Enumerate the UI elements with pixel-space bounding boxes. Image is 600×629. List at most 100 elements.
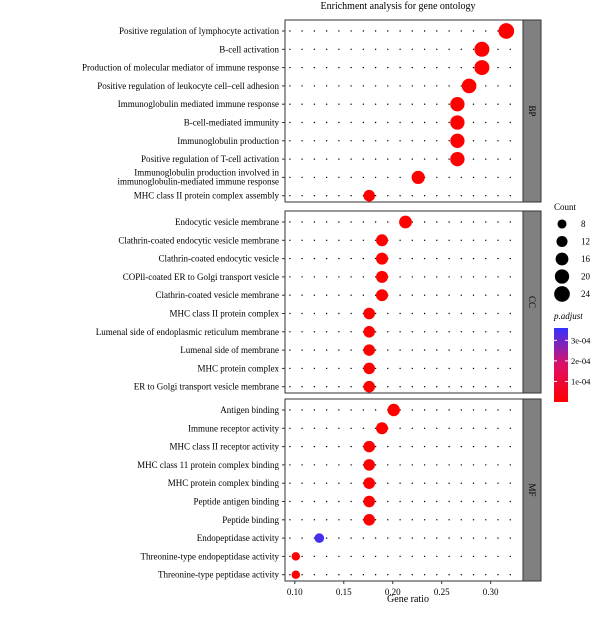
grid-dot [460, 482, 462, 484]
grid-dot [374, 367, 377, 370]
y-tick-label: MHC protein complex [198, 363, 280, 373]
y-tick-label: Lumenal side of endoplasmic reticulum me… [96, 327, 279, 337]
grid-dot [509, 331, 511, 333]
grid-dot [436, 445, 438, 448]
grid-dot [313, 276, 316, 278]
grid-dot [411, 257, 413, 260]
grid-dot [460, 85, 462, 87]
grid-dot [399, 312, 401, 315]
grid-dot [472, 312, 475, 315]
grid-dot [374, 555, 377, 558]
grid-dot [301, 176, 303, 179]
grid-dot [448, 386, 450, 388]
y-tick-label: Immunoglobulin production involved in [134, 167, 279, 177]
y-tick-label: Endopeptidase activity [197, 533, 280, 543]
grid-dot [497, 482, 499, 484]
data-point [363, 495, 375, 508]
grid-dot [423, 367, 426, 370]
grid-dot [497, 331, 499, 333]
grid-dot [411, 195, 413, 197]
grid-dot [313, 574, 316, 576]
grid-dot [289, 427, 291, 429]
y-tick-label: Immune receptor activity [188, 423, 279, 433]
grid-dot [325, 276, 328, 278]
y-tick-label: immunoglobulin-mediated immune response [118, 176, 279, 186]
grid-dot [411, 66, 413, 69]
grid-dot [411, 294, 413, 296]
grid-dot [436, 239, 438, 241]
grid-dot [509, 140, 511, 142]
grid-dot [497, 367, 499, 370]
grid-dot [387, 140, 389, 142]
grid-dot [325, 257, 328, 260]
grid-dot [448, 158, 450, 160]
grid-dot [399, 239, 401, 241]
facet-strip-label: MF [527, 483, 537, 496]
grid-dot [362, 555, 365, 558]
grid-dot [374, 239, 377, 241]
grid-dot [460, 555, 462, 558]
grid-dot [423, 427, 426, 429]
grid-dot [399, 294, 401, 296]
grid-dot [362, 239, 365, 241]
grid-dot [423, 349, 426, 351]
grid-dot [423, 386, 426, 388]
grid-dot [350, 537, 352, 539]
grid-dot [472, 331, 475, 333]
panel-border [284, 210, 524, 394]
grid-dot [289, 176, 291, 179]
grid-dot [301, 257, 303, 260]
grid-dot [411, 276, 413, 278]
grid-dot [350, 500, 352, 503]
grid-dot [485, 409, 487, 411]
grid-dot [313, 195, 316, 197]
data-point [363, 440, 375, 453]
grid-dot [289, 349, 291, 351]
grid-dot [387, 482, 389, 484]
grid-dot [423, 66, 426, 69]
grid-dot [350, 221, 352, 223]
grid-dot [472, 195, 475, 197]
grid-dot [301, 386, 303, 388]
grid-dot [509, 276, 511, 278]
grid-dot [338, 176, 340, 179]
grid-dot [460, 519, 462, 521]
grid-dot [436, 176, 438, 179]
grid-dot [497, 349, 499, 351]
grid-dot [497, 30, 499, 32]
grid-dot [338, 537, 340, 539]
grid-dot [411, 500, 413, 503]
grid-dot [497, 66, 499, 69]
grid-dot [374, 294, 377, 296]
grid-dot [460, 386, 462, 388]
grid-dot [289, 121, 291, 124]
grid-dot [362, 574, 365, 576]
grid-dot [509, 555, 511, 558]
grid-dot [325, 121, 328, 124]
grid-dot [509, 367, 511, 370]
grid-dot [362, 294, 365, 296]
grid-dot [338, 239, 340, 241]
grid-dot [325, 158, 328, 160]
grid-dot [448, 574, 450, 576]
grid-dot [472, 158, 475, 160]
grid-dot [399, 386, 401, 388]
grid-dot [362, 103, 365, 105]
grid-dot [472, 386, 475, 388]
grid-dot [362, 121, 365, 124]
grid-dot [423, 85, 426, 87]
grid-dot [301, 195, 303, 197]
data-point [376, 234, 388, 247]
grid-dot [338, 221, 340, 223]
grid-dot [338, 482, 340, 484]
grid-dot [338, 555, 340, 558]
grid-dot [485, 367, 487, 370]
grid-dot [350, 312, 352, 315]
grid-dot [436, 294, 438, 296]
grid-dot [472, 257, 475, 260]
grid-dot [338, 257, 340, 260]
grid-dot [338, 294, 340, 296]
grid-dot [460, 257, 462, 260]
grid-dot [387, 176, 389, 179]
